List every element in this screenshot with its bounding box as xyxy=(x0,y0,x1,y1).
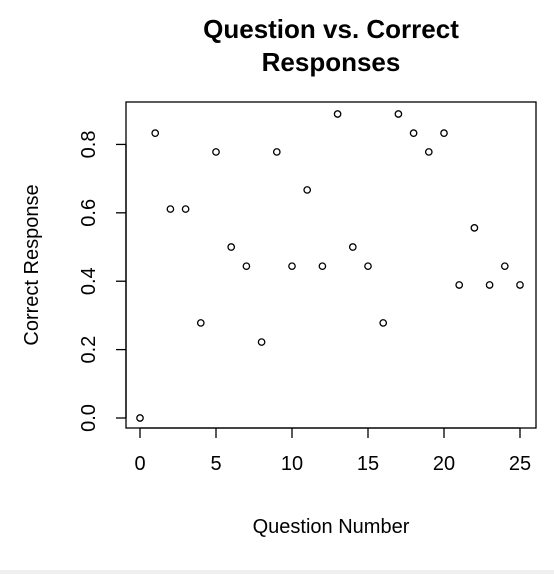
data-point xyxy=(470,224,479,232)
x-tick-label: 20 xyxy=(433,453,455,475)
x-tick-label: 15 xyxy=(357,453,379,475)
data-point xyxy=(166,205,175,213)
data-point xyxy=(136,414,144,422)
data-point xyxy=(379,319,388,327)
y-axis-label: Correct Response xyxy=(21,184,43,345)
x-tick-label: 5 xyxy=(210,453,221,475)
data-point xyxy=(455,281,464,289)
data-point xyxy=(394,110,403,118)
data-point xyxy=(440,129,448,137)
x-axis: 0 5 10 15 20 25 xyxy=(134,427,531,475)
data-point xyxy=(500,262,509,271)
data-point xyxy=(409,129,418,137)
data-points xyxy=(136,110,524,422)
bottom-strip xyxy=(0,570,554,574)
chart-title-line-1: Question vs. Correct xyxy=(203,14,459,44)
data-point xyxy=(348,243,357,251)
chart-title-line-2: Responses xyxy=(262,47,401,77)
y-axis: 0.0 0.2 0.4 0.6 0.8 xyxy=(78,131,127,432)
data-point xyxy=(288,262,296,271)
y-tick-label: 0.0 xyxy=(78,404,100,432)
x-tick-label: 10 xyxy=(281,453,303,475)
y-tick-label: 0.6 xyxy=(78,199,100,227)
data-point xyxy=(333,110,342,118)
data-point xyxy=(364,262,372,271)
data-point xyxy=(303,186,312,194)
data-point xyxy=(227,243,236,251)
data-point xyxy=(151,129,160,137)
data-point xyxy=(516,281,524,289)
data-point xyxy=(181,205,190,213)
data-point xyxy=(212,148,220,156)
data-point xyxy=(257,338,266,346)
x-axis-label: Question Number xyxy=(253,516,410,538)
data-point xyxy=(196,319,205,327)
y-tick-label: 0.8 xyxy=(78,131,100,159)
data-point xyxy=(424,148,433,156)
y-tick-label: 0.4 xyxy=(78,267,100,295)
x-tick-label: 0 xyxy=(134,453,145,475)
y-tick-label: 0.2 xyxy=(78,336,100,364)
data-point xyxy=(272,148,281,156)
x-tick-label: 25 xyxy=(509,453,531,475)
data-point xyxy=(242,262,251,271)
plot-frame xyxy=(125,101,537,429)
data-point xyxy=(318,262,327,271)
data-point xyxy=(485,281,494,289)
